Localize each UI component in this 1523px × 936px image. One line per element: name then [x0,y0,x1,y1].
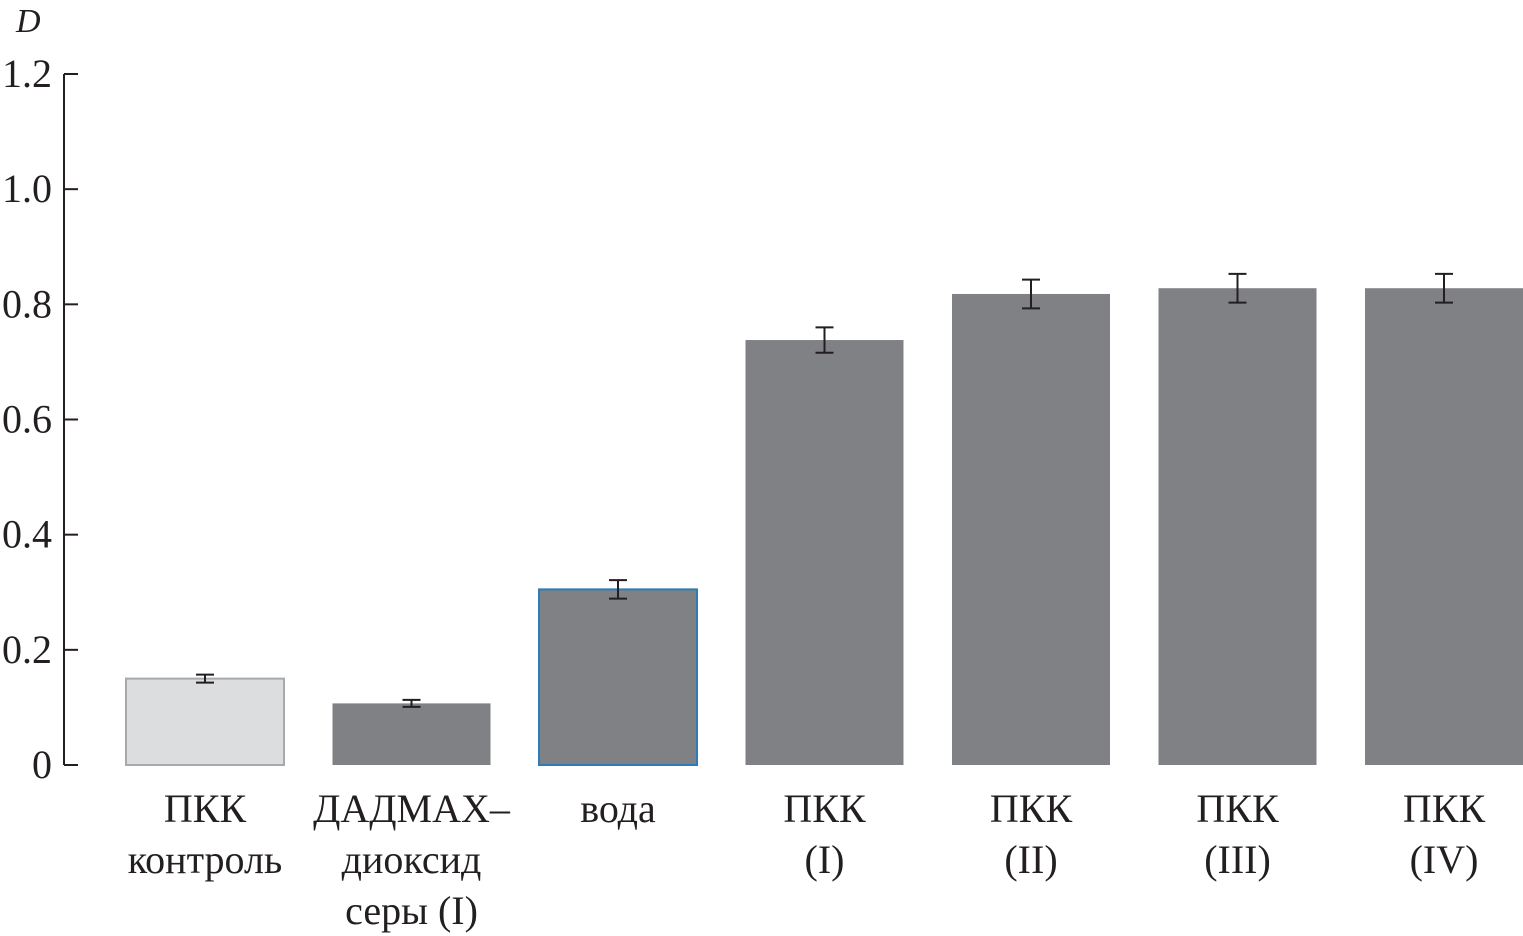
y-axis-title: D [15,3,41,40]
bar [332,703,491,765]
bar [952,293,1110,765]
category-label: серы (I) [345,888,478,933]
category-label: ПКК [990,786,1073,831]
bars [125,272,1523,767]
category-label: ПКК [1403,786,1486,831]
category-labels: ПКК контроль ДАДМАХ– диоксид серы (I) вода ПКК… [128,786,1486,933]
category-label: контроль [128,837,282,882]
category-label: (III) [1204,837,1271,882]
category-label: ДАДМАХ– [313,786,511,831]
category-label: ПКК [783,786,866,831]
category-label: ПКК [164,786,247,831]
bar [745,340,904,765]
category-label: диоксид [342,837,482,882]
bar [538,588,698,767]
y-tick-label: 0 [32,742,52,787]
y-tick-label: 0.8 [2,281,52,326]
bar [1158,288,1317,765]
category-label: (II) [1004,837,1057,882]
y-tick-label: 0.4 [2,512,52,557]
bar [125,677,285,766]
category-label: (IV) [1410,837,1479,882]
category-label: ПКК [1196,786,1279,831]
bar [1365,288,1523,765]
y-tick-label: 1.2 [2,51,52,96]
y-tick-label: 0.2 [2,627,52,672]
axes: D 0 0.2 0.4 0.6 0.8 1.0 1.2 [2,3,78,787]
category-label: вода [580,786,656,831]
y-tick-label: 0.6 [2,397,52,442]
y-tick-label: 1.0 [2,166,52,211]
category-label: (I) [805,837,845,882]
